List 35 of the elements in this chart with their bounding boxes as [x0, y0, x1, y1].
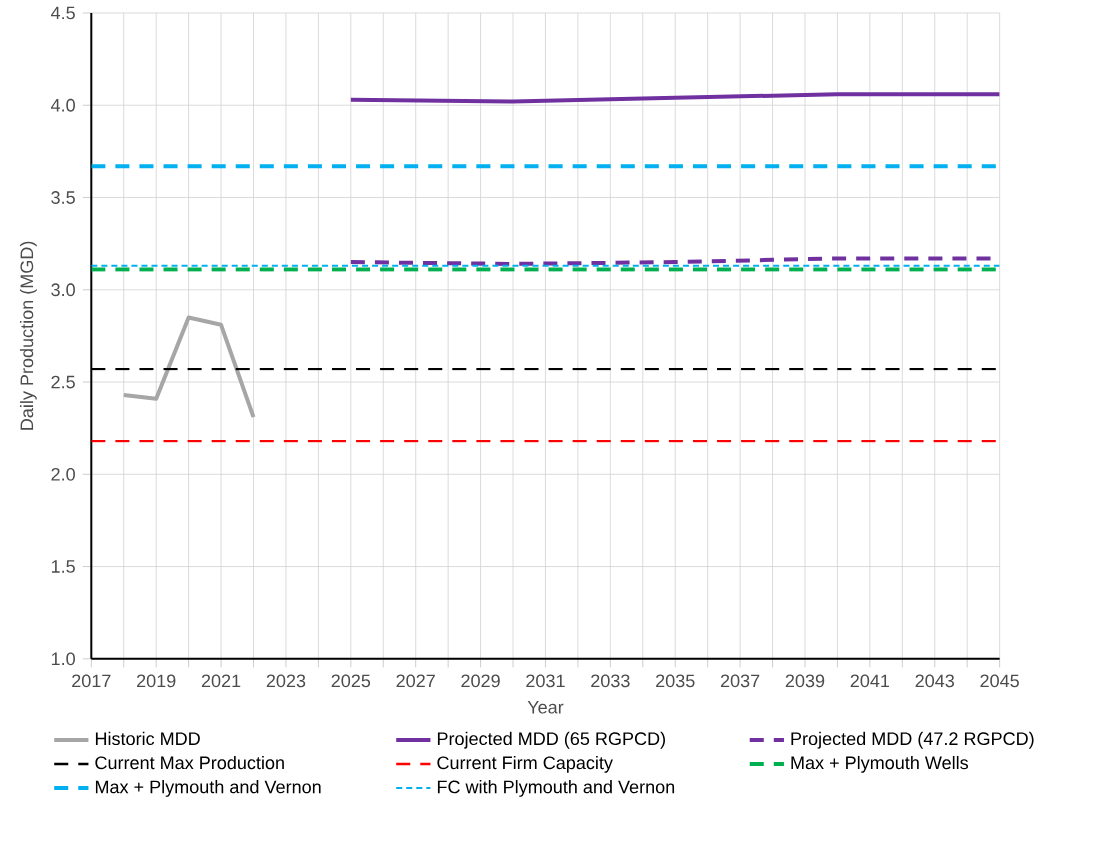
x-tick-label: 2035 — [656, 674, 695, 688]
y-tick-label: 3.5 — [51, 191, 75, 204]
legend-label: Current Firm Capacity — [437, 755, 613, 773]
legend-label: Projected MDD (47.2 RGPCD) — [791, 731, 1034, 749]
legend-label: Historic MDD — [95, 731, 200, 746]
y-axis-title: Daily Production (MGD) — [19, 241, 37, 430]
y-tick-label: 4.0 — [50, 98, 75, 112]
x-tick-label: 2017 — [72, 674, 111, 688]
x-tick-label: 2037 — [720, 674, 760, 688]
line-series — [121, 315, 256, 420]
y-tick-label: 1.0 — [51, 652, 75, 666]
x-tick-label: 2033 — [591, 674, 630, 688]
legend-label: FC with Plymouth and Vernon — [437, 779, 675, 797]
legend-label: Projected MDD (65 RGPCD) — [437, 731, 665, 749]
x-tick-label: 2029 — [461, 674, 500, 688]
y-tick-label: 3.0 — [51, 283, 75, 297]
y-tick-label: 4.5 — [50, 6, 75, 20]
x-tick-label: 2019 — [137, 674, 176, 688]
x-tick-label: 2045 — [980, 674, 1019, 688]
y-tick-label: 2.5 — [51, 375, 75, 389]
legend-label: Max + Plymouth Wells — [791, 755, 969, 773]
x-tick-label: 2031 — [526, 674, 565, 688]
legend-label: Max + Plymouth and Vernon — [95, 779, 321, 797]
x-tick-label: 2043 — [915, 674, 955, 688]
x-tick-label: 2021 — [201, 674, 241, 688]
legend-label: Current Max Production — [95, 755, 284, 770]
x-tick-label: 2039 — [785, 674, 825, 688]
x-axis-title: Year — [527, 700, 564, 714]
x-tick-label: 2023 — [266, 674, 306, 688]
x-tick-label: 2025 — [331, 674, 371, 688]
y-tick-label: 2.0 — [51, 467, 75, 481]
x-tick-label: 2027 — [396, 674, 435, 688]
y-tick-label: 1.5 — [51, 560, 75, 573]
x-tick-label: 2041 — [850, 674, 890, 688]
line-series — [348, 92, 1000, 104]
